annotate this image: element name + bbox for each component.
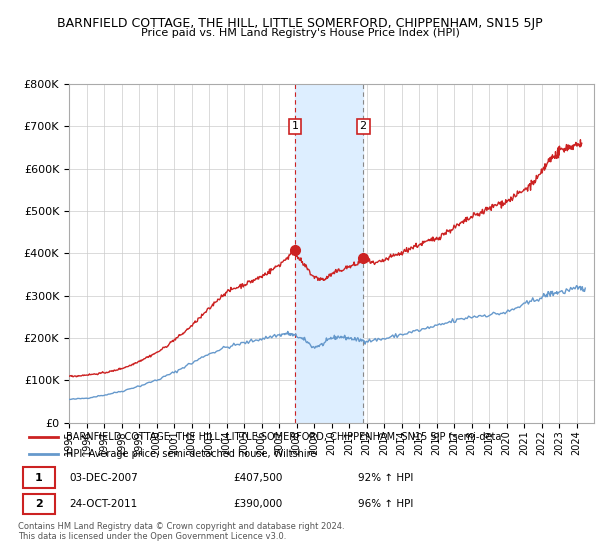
Text: 1: 1: [292, 122, 299, 132]
Text: £390,000: £390,000: [233, 498, 283, 508]
Text: £407,500: £407,500: [233, 473, 283, 483]
Text: 1: 1: [35, 473, 43, 483]
Text: HPI: Average price, semi-detached house, Wiltshire: HPI: Average price, semi-detached house,…: [66, 449, 317, 459]
Bar: [295, 84, 363, 423]
Text: Contains HM Land Registry data © Crown copyright and database right 2024.
This d: Contains HM Land Registry data © Crown c…: [18, 522, 344, 542]
Text: 96% ↑ HPI: 96% ↑ HPI: [358, 498, 413, 508]
Text: Price paid vs. HM Land Registry's House Price Index (HPI): Price paid vs. HM Land Registry's House …: [140, 28, 460, 38]
Text: BARNFIELD COTTAGE, THE HILL, LITTLE SOMERFORD, CHIPPENHAM, SN15 5JP: BARNFIELD COTTAGE, THE HILL, LITTLE SOME…: [57, 17, 543, 30]
Text: 03-DEC-2007: 03-DEC-2007: [69, 473, 138, 483]
Text: 2: 2: [35, 498, 43, 508]
FancyBboxPatch shape: [23, 493, 55, 514]
FancyBboxPatch shape: [23, 468, 55, 488]
Text: 2: 2: [359, 122, 367, 132]
Text: 24-OCT-2011: 24-OCT-2011: [69, 498, 137, 508]
Text: 92% ↑ HPI: 92% ↑ HPI: [358, 473, 413, 483]
Text: BARNFIELD COTTAGE, THE HILL, LITTLE SOMERFORD, CHIPPENHAM, SN15 5JP (semi-deta: BARNFIELD COTTAGE, THE HILL, LITTLE SOME…: [66, 432, 502, 442]
